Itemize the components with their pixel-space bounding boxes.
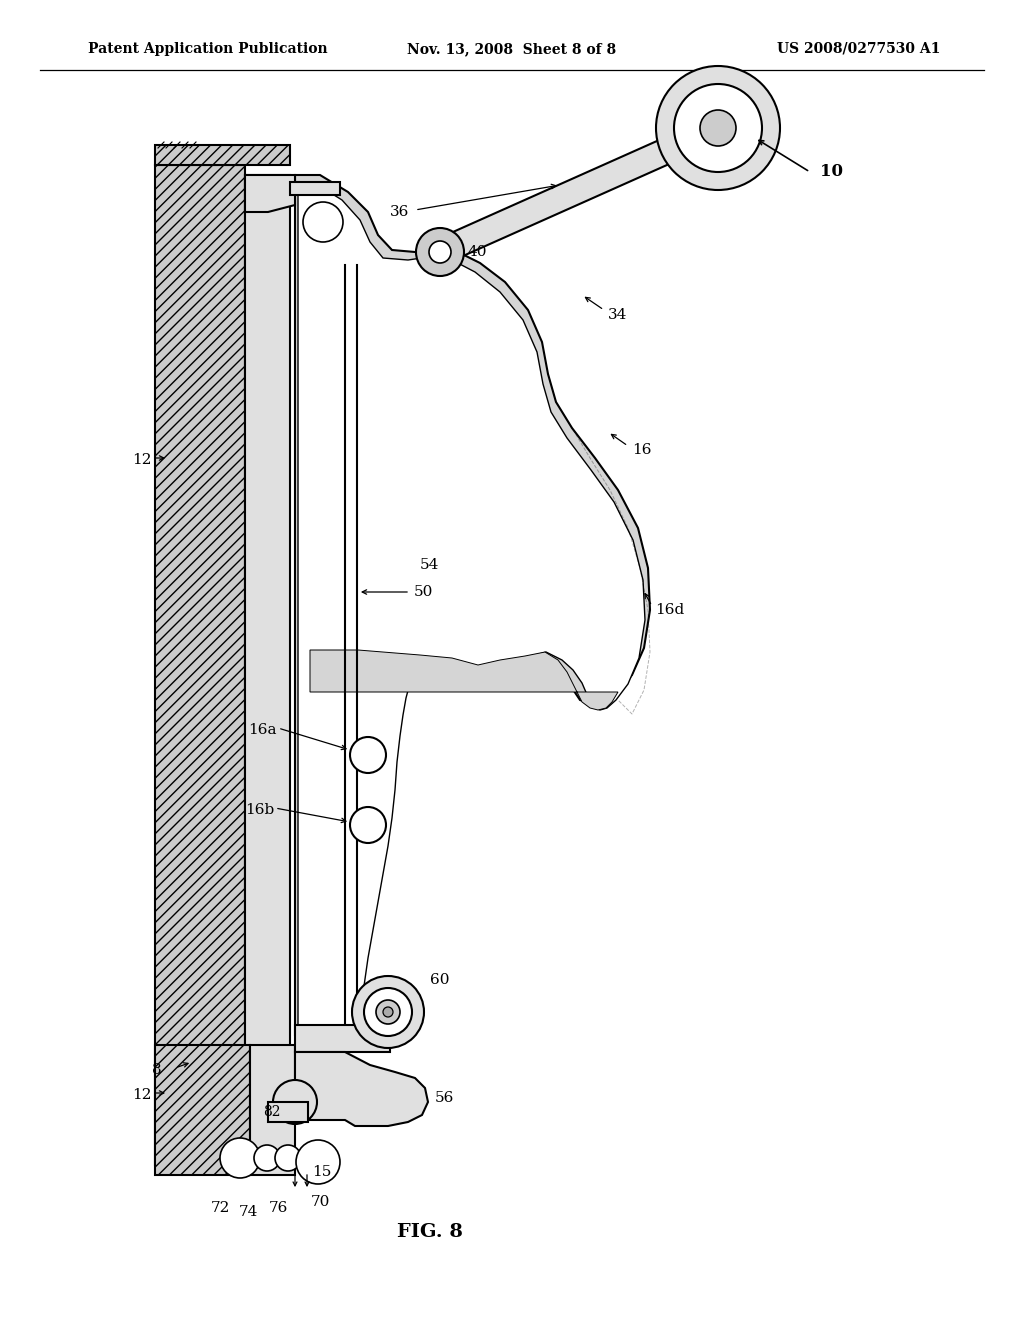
Text: 76: 76 (268, 1201, 288, 1214)
Text: 16a: 16a (248, 723, 276, 737)
Text: US 2008/0277530 A1: US 2008/0277530 A1 (776, 42, 940, 55)
Circle shape (303, 202, 343, 242)
Text: 74: 74 (239, 1205, 258, 1218)
Circle shape (273, 1080, 317, 1125)
Circle shape (220, 1138, 260, 1177)
Circle shape (416, 228, 464, 276)
Text: 16b: 16b (245, 803, 274, 817)
Text: Nov. 13, 2008  Sheet 8 of 8: Nov. 13, 2008 Sheet 8 of 8 (408, 42, 616, 55)
Polygon shape (245, 176, 290, 1160)
Circle shape (656, 66, 780, 190)
Text: 16: 16 (632, 444, 651, 457)
Text: 72: 72 (210, 1201, 229, 1214)
Text: Patent Application Publication: Patent Application Publication (88, 42, 328, 55)
Circle shape (700, 110, 736, 147)
Circle shape (350, 737, 386, 774)
Text: 10: 10 (820, 164, 843, 181)
Polygon shape (295, 1026, 390, 1052)
Text: FIG. 8: FIG. 8 (397, 1224, 463, 1241)
Circle shape (364, 987, 412, 1036)
Polygon shape (268, 1102, 308, 1122)
Circle shape (296, 1140, 340, 1184)
Polygon shape (155, 145, 290, 165)
Polygon shape (295, 176, 650, 1035)
Circle shape (275, 1144, 301, 1171)
Polygon shape (298, 185, 645, 1030)
Polygon shape (295, 1052, 428, 1126)
Text: 40: 40 (468, 246, 487, 259)
Polygon shape (155, 165, 245, 1166)
Polygon shape (290, 182, 340, 195)
Text: 16d: 16d (655, 603, 684, 616)
Circle shape (383, 1007, 393, 1016)
Text: 8: 8 (152, 1063, 162, 1077)
Text: 34: 34 (608, 308, 628, 322)
Polygon shape (155, 1045, 250, 1175)
Text: 12: 12 (132, 453, 152, 467)
Polygon shape (435, 116, 723, 264)
Circle shape (376, 1001, 400, 1024)
Polygon shape (310, 649, 618, 710)
Text: 56: 56 (435, 1092, 455, 1105)
Text: 60: 60 (430, 973, 450, 987)
Circle shape (350, 807, 386, 843)
Text: 12: 12 (132, 1088, 152, 1102)
Polygon shape (245, 176, 295, 213)
Text: 54: 54 (420, 558, 439, 572)
Text: 70: 70 (310, 1195, 330, 1209)
Text: 82: 82 (263, 1105, 281, 1119)
Circle shape (352, 975, 424, 1048)
Text: 15: 15 (312, 1166, 332, 1179)
Text: 50: 50 (414, 585, 433, 599)
Polygon shape (250, 1045, 295, 1175)
Circle shape (254, 1144, 280, 1171)
Circle shape (429, 242, 451, 263)
Circle shape (674, 84, 762, 172)
Text: 36: 36 (390, 205, 410, 219)
